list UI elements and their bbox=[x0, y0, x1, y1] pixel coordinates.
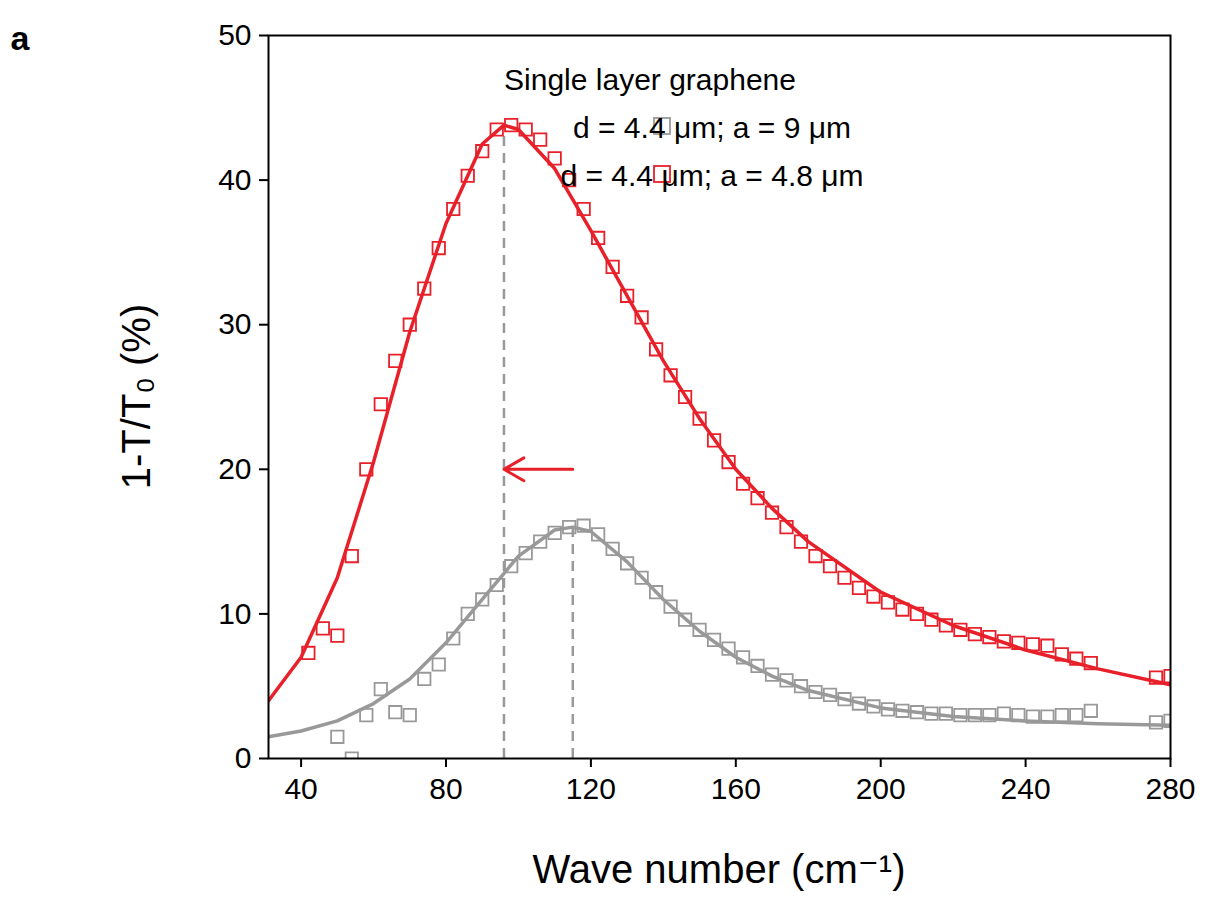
svg-text:240: 240 bbox=[1001, 772, 1051, 805]
svg-text:20: 20 bbox=[218, 452, 251, 485]
svg-text:d = 4.4 μm; a = 4.8 μm: d = 4.4 μm; a = 4.8 μm bbox=[560, 159, 863, 192]
svg-text:40: 40 bbox=[218, 163, 251, 196]
svg-text:Wave number (cm⁻¹): Wave number (cm⁻¹) bbox=[532, 847, 905, 891]
svg-text:40: 40 bbox=[284, 772, 317, 805]
svg-text:200: 200 bbox=[856, 772, 906, 805]
svg-text:160: 160 bbox=[711, 772, 761, 805]
svg-text:50: 50 bbox=[218, 18, 251, 51]
svg-text:80: 80 bbox=[429, 772, 462, 805]
svg-text:30: 30 bbox=[218, 307, 251, 340]
svg-text:0: 0 bbox=[235, 741, 252, 774]
svg-text:10: 10 bbox=[218, 597, 251, 630]
svg-text:a: a bbox=[11, 19, 31, 57]
svg-text:d = 4.4 μm; a = 9 μm: d = 4.4 μm; a = 9 μm bbox=[573, 111, 851, 144]
svg-text:1-T/T₀ (%): 1-T/T₀ (%) bbox=[114, 304, 158, 489]
svg-text:120: 120 bbox=[566, 772, 616, 805]
svg-text:Single layer graphene: Single layer graphene bbox=[504, 63, 796, 96]
svg-text:280: 280 bbox=[1145, 772, 1195, 805]
